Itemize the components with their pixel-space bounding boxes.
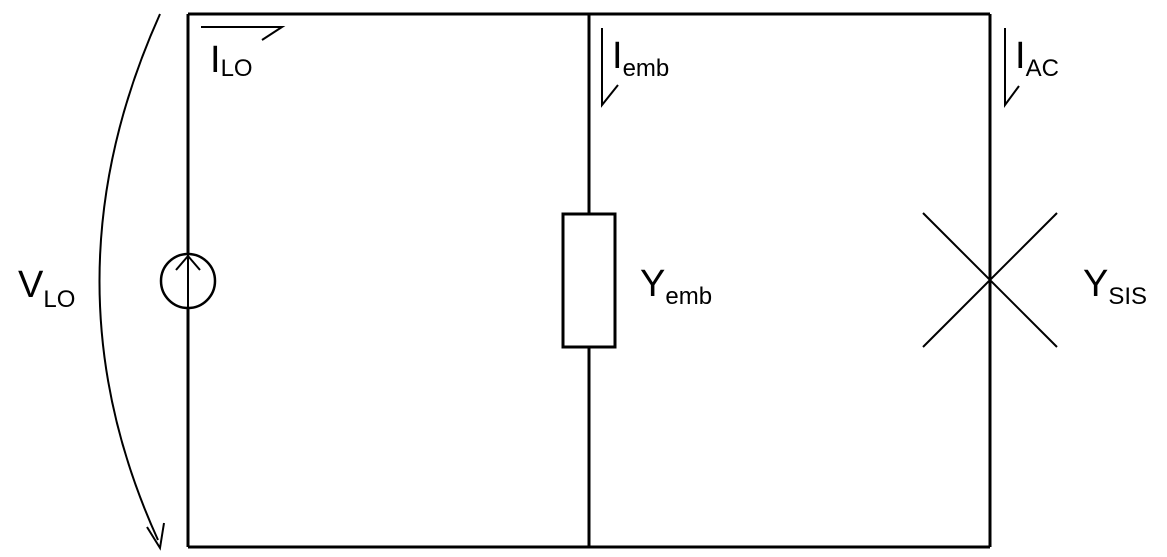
embedding-admittance-resistor [561,212,617,349]
current-source-arrow-head [175,254,201,271]
admittance-sis-label: YSIS [1083,263,1147,310]
voltage-arrow-curve [98,13,161,541]
voltage-arrow-head [146,522,165,551]
voltage-arrow [98,13,165,551]
sis-junction-cross [922,212,1058,348]
current-lo-label: ILO [210,39,253,82]
current-ac-label: IAC [1015,35,1059,82]
current-ac-arrow [1004,28,1020,109]
current-source [159,252,217,310]
current-emb-arrow [601,28,619,108]
admittance-emb-label: Yemb [640,263,712,310]
current-lo-arrow [201,26,286,41]
current-emb-label: Iemb [612,35,669,82]
voltage-label: VLO [18,264,75,313]
